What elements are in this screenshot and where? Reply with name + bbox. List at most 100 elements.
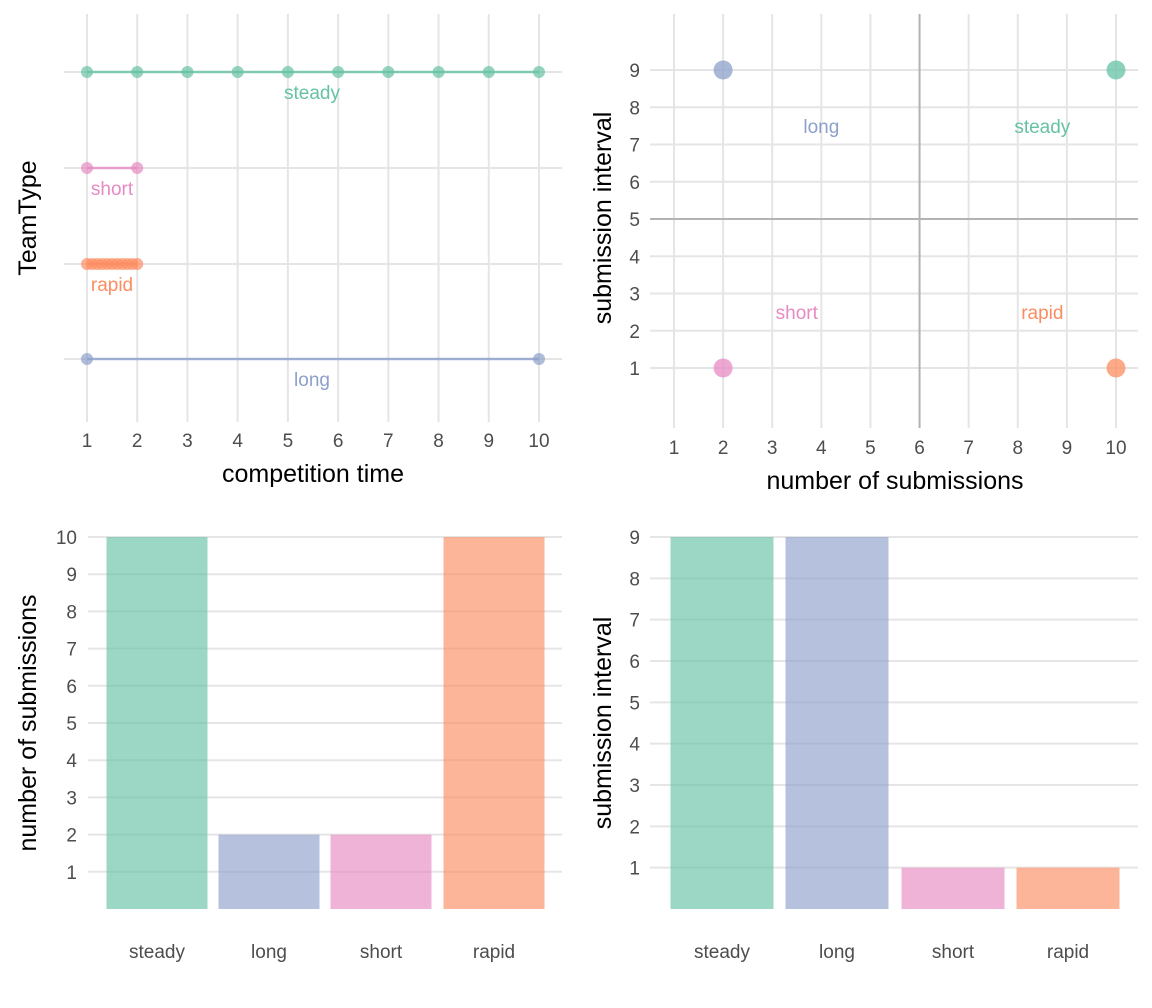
quadrant-label-rapid: rapid [1021, 303, 1063, 324]
x-tick-label: 3 [182, 431, 193, 452]
panel-submissions-bar: steady long short rapid 1 2 3 4 5 6 7 8 9 10 number of… [14, 528, 562, 963]
x-tick-label: short [932, 942, 975, 963]
x-tick-label: steady [694, 942, 750, 963]
x-tick-label: 9 [1062, 438, 1073, 459]
panel-interval-bar: steady long short rapid 1 2 3 4 5 6 7 8 9 submission … [589, 528, 1138, 963]
x-tick-label: long [819, 942, 855, 963]
x-tick-label: long [251, 942, 287, 963]
y-axis-title: TeamType [14, 160, 42, 275]
x-tick-label: 8 [1012, 438, 1023, 459]
y-tick-label: 2 [629, 817, 640, 838]
y-tick-label: 6 [629, 652, 640, 673]
x-tick-label: 9 [483, 431, 494, 452]
y-axis-title: submission interval [589, 112, 617, 325]
bar-short [330, 834, 432, 909]
x-axis-title: number of submissions [766, 467, 1023, 495]
x-tick-label: 8 [433, 431, 444, 452]
x-tick-label: 5 [283, 431, 294, 452]
y-tick-label: 9 [629, 528, 640, 549]
y-tick-label: 5 [629, 210, 640, 231]
series-label-steady: steady [284, 83, 340, 104]
quadrant-label-short: short [776, 303, 819, 324]
point-short [131, 162, 144, 174]
x-tick-label: 7 [383, 431, 394, 452]
point-long [713, 60, 733, 80]
y-tick-label: 7 [629, 136, 640, 157]
y-tick-label: 4 [629, 247, 640, 268]
point-rapid [1106, 358, 1126, 378]
x-tick-label: 1 [669, 438, 680, 459]
y-tick-label: 9 [629, 61, 640, 82]
y-tick-label: 4 [66, 751, 77, 772]
point-steady [533, 66, 545, 78]
y-tick-label: 10 [56, 528, 77, 549]
bar-short [901, 867, 1005, 909]
bar-rapid [1016, 867, 1120, 909]
y-tick-label: 8 [66, 602, 77, 623]
y-tick-label: 4 [629, 735, 640, 756]
bar-long [218, 834, 320, 909]
point-long [81, 353, 93, 365]
x-tick-label: short [360, 942, 403, 963]
x-tick-label: 4 [232, 431, 243, 452]
x-tick-label: rapid [1047, 942, 1089, 963]
x-tick-label: 4 [816, 438, 827, 459]
y-axis-title: number of submissions [14, 594, 42, 851]
point-long [533, 353, 545, 365]
quadrant-label-steady: steady [1014, 117, 1070, 138]
point-steady [482, 66, 495, 78]
point-steady [131, 66, 144, 78]
y-tick-label: 3 [629, 285, 640, 306]
point-steady [281, 66, 294, 78]
y-tick-label: 2 [629, 322, 640, 343]
x-tick-label: 2 [718, 438, 729, 459]
x-tick-label: 3 [767, 438, 778, 459]
series-label-long: long [294, 370, 330, 391]
y-tick-label: 5 [66, 714, 77, 735]
y-tick-label: 3 [629, 776, 640, 797]
y-tick-label: 1 [629, 859, 640, 880]
point-rapid [131, 258, 144, 270]
series-label-rapid: rapid [91, 275, 133, 296]
y-tick-label: 5 [629, 693, 640, 714]
point-short [81, 162, 93, 174]
panel-timeline: steady short rapid long 1 2 3 4 5 6 7 8 9 10 competiti… [14, 14, 562, 488]
y-tick-label: 7 [629, 611, 640, 632]
x-axis-title: competition time [222, 460, 404, 488]
x-tick-label: rapid [473, 942, 515, 963]
x-tick-label: 6 [333, 431, 344, 452]
point-steady [181, 66, 194, 78]
y-tick-label: 9 [66, 565, 77, 586]
y-tick-label: 2 [66, 826, 77, 847]
y-tick-label: 8 [629, 569, 640, 590]
x-tick-label: 2 [132, 431, 143, 452]
x-tick-label: steady [129, 942, 185, 963]
y-tick-label: 8 [629, 98, 640, 119]
y-tick-label: 3 [66, 788, 77, 809]
point-steady [432, 66, 445, 78]
y-tick-label: 6 [629, 173, 640, 194]
x-tick-label: 10 [1105, 438, 1126, 459]
y-tick-label: 6 [66, 677, 77, 698]
point-steady [1106, 60, 1126, 80]
y-tick-label: 7 [66, 640, 77, 661]
bar-steady [670, 537, 774, 909]
x-tick-label: 10 [528, 431, 549, 452]
quadrant-label-long: long [803, 117, 839, 138]
y-tick-label: 1 [629, 359, 640, 380]
series-label-short: short [91, 179, 134, 200]
point-short [713, 358, 733, 378]
y-axis-title: submission interval [589, 617, 617, 830]
point-steady [332, 66, 345, 78]
x-tick-label: 7 [963, 438, 974, 459]
point-steady [231, 66, 244, 78]
bar-rapid [443, 537, 545, 909]
x-tick-label: 6 [914, 438, 925, 459]
point-steady [81, 66, 93, 78]
bar-steady [106, 537, 208, 909]
point-steady [382, 66, 395, 78]
y-tick-label: 1 [66, 863, 77, 884]
panel-quadrant-scatter: long steady short rapid 1 2 3 4 5 6 7 8 9 10 1 2 3 4 5 6 7 8 9… [589, 14, 1138, 495]
x-tick-label: 5 [865, 438, 876, 459]
